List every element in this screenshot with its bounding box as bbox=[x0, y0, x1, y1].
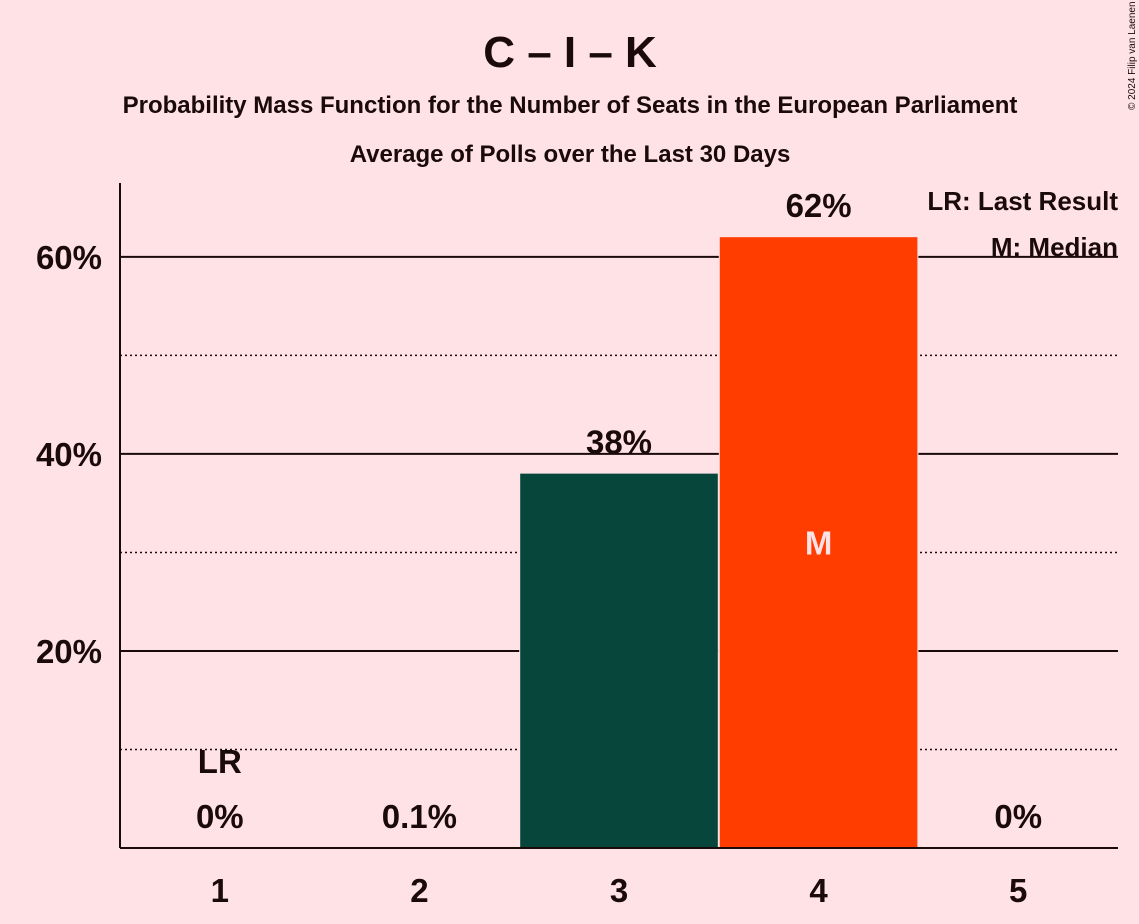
copyright-text: © 2024 Filip van Laenen bbox=[1127, 1, 1138, 110]
value-label: 0% bbox=[196, 798, 244, 835]
x-tick-label: 4 bbox=[809, 872, 828, 909]
axes: 20% 40% 60% bbox=[36, 183, 1118, 849]
y-tick-label: 40% bbox=[36, 436, 102, 473]
value-label: 62% bbox=[786, 187, 852, 224]
chart-subtitle: Probability Mass Function for the Number… bbox=[123, 92, 1018, 119]
legend-last-result: LR: Last Result bbox=[927, 186, 1118, 216]
x-tick-label: 1 bbox=[211, 872, 229, 909]
value-label: 0.1% bbox=[382, 798, 457, 835]
chart-title: C – I – K bbox=[483, 28, 657, 77]
bar-4 bbox=[719, 237, 918, 848]
bar-3 bbox=[520, 473, 718, 848]
labels: 0% 1 LR 0.1% 2 38% 3 62% 4 M 0% 5 bbox=[196, 187, 1042, 909]
x-tick-label: 3 bbox=[610, 872, 628, 909]
chart-subtitle-2: Average of Polls over the Last 30 Days bbox=[350, 141, 791, 168]
x-tick-label: 5 bbox=[1009, 872, 1027, 909]
value-label: 0% bbox=[994, 798, 1042, 835]
value-label: 38% bbox=[586, 424, 652, 461]
y-tick-label: 60% bbox=[36, 239, 102, 276]
last-result-marker: LR bbox=[198, 743, 242, 780]
legend-median: M: Median bbox=[991, 232, 1118, 262]
median-marker: M bbox=[805, 525, 833, 562]
y-tick-label: 20% bbox=[36, 633, 102, 670]
x-tick-label: 2 bbox=[410, 872, 428, 909]
bars bbox=[519, 237, 919, 848]
